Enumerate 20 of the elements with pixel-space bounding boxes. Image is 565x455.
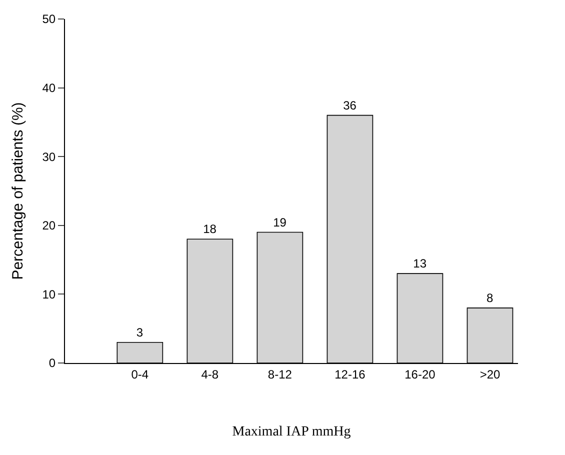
x-tick-label: 16-20 bbox=[404, 367, 436, 382]
data-label: 13 bbox=[413, 256, 427, 271]
y-tick-label: 30 bbox=[42, 150, 56, 164]
x-axis-title: Maximal IAP mmHg bbox=[232, 424, 351, 440]
data-label: 3 bbox=[136, 325, 144, 340]
x-tick-label: 4-8 bbox=[201, 367, 219, 382]
y-axis-title: Percentage of patients (%) bbox=[9, 102, 26, 280]
x-tick-label: 8-12 bbox=[268, 367, 292, 382]
y-tick-label: 20 bbox=[42, 218, 56, 233]
y-tick-label: 0 bbox=[48, 356, 56, 370]
data-label: 19 bbox=[273, 215, 287, 230]
x-tick-label: 0-4 bbox=[131, 367, 149, 382]
data-label: 18 bbox=[203, 222, 217, 236]
y-tick-label: 50 bbox=[42, 12, 56, 26]
y-tick-label: 40 bbox=[42, 81, 56, 95]
data-label: 8 bbox=[486, 290, 494, 305]
x-tick-label: 12-16 bbox=[334, 367, 366, 382]
x-tick-label: >20 bbox=[480, 367, 500, 382]
data-label: 36 bbox=[343, 98, 357, 112]
y-tick-label: 10 bbox=[42, 287, 56, 302]
